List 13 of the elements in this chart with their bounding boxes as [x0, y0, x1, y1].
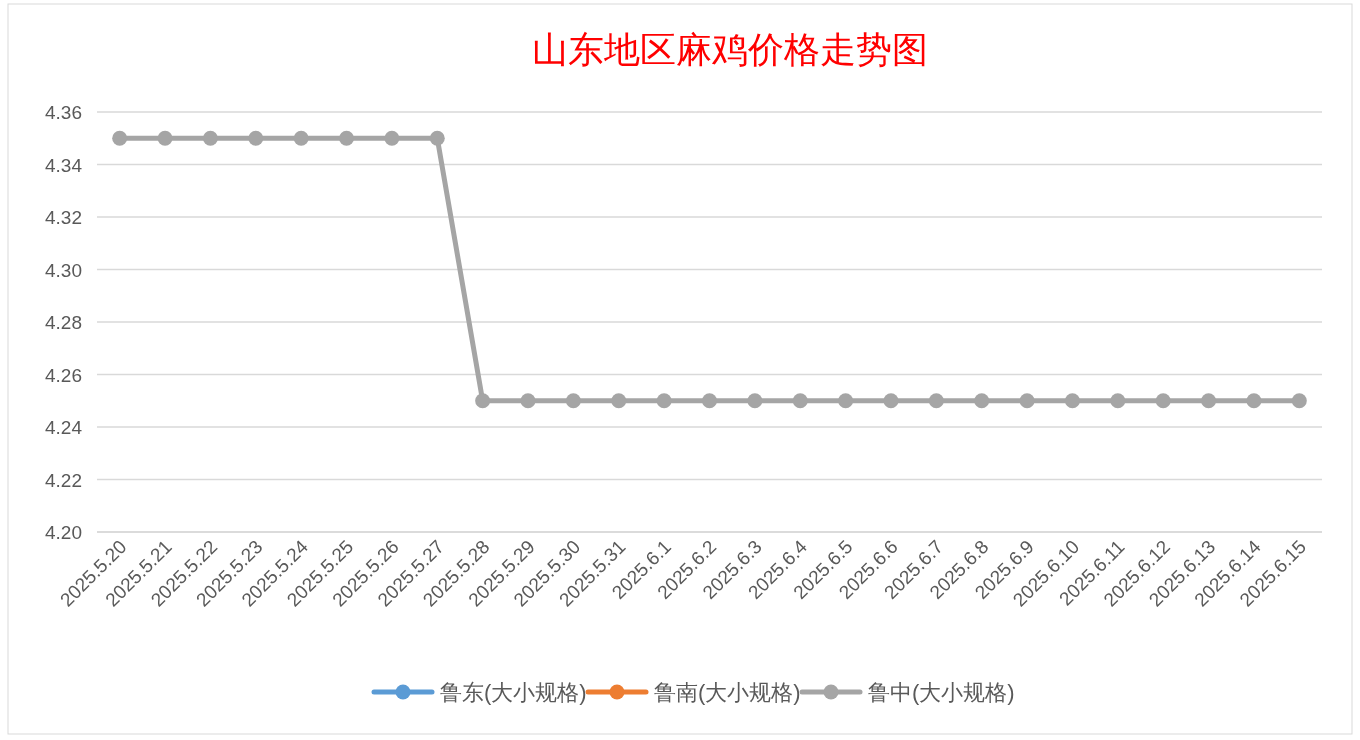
y-tick-label: 4.28 [45, 312, 82, 333]
y-tick-label: 4.20 [45, 522, 82, 543]
y-tick-label: 4.30 [45, 259, 82, 281]
y-tick-label: 4.22 [45, 469, 82, 491]
y-tick-label: 4.36 [45, 102, 82, 123]
legend-label: 鲁中(大小规格) [868, 680, 1015, 705]
y-tick-label: 4.24 [45, 417, 83, 438]
legend-label: 鲁东(大小规格) [440, 680, 587, 705]
y-tick-label: 4.32 [45, 207, 82, 228]
y-tick-label: 4.26 [45, 364, 82, 386]
legend-label: 鲁南(大小规格) [654, 680, 801, 705]
y-tick-label: 4.34 [45, 154, 83, 176]
chart-title: 山东地区麻鸡价格走势图 [531, 29, 928, 70]
